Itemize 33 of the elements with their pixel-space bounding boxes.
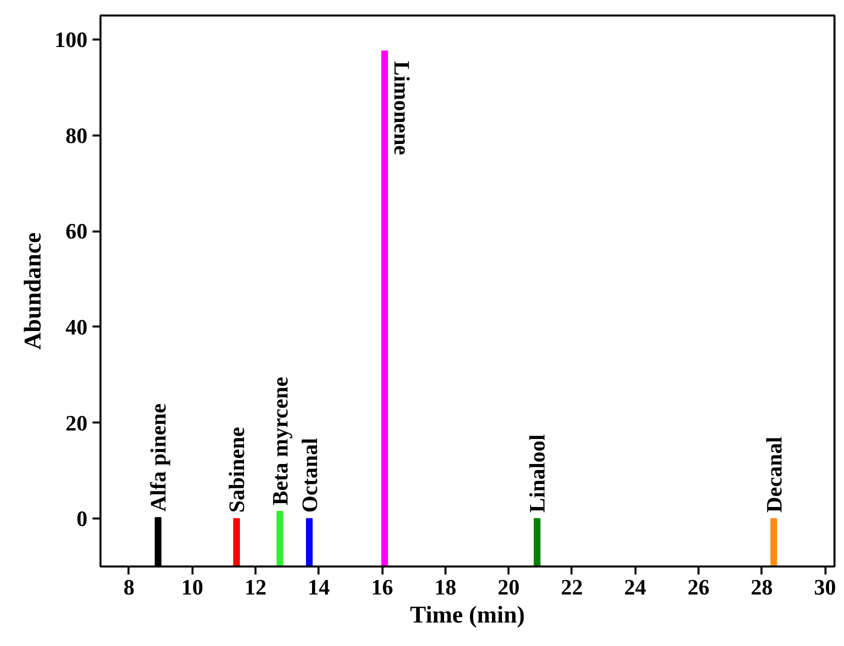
bar <box>534 518 540 566</box>
annotation: Beta myrcene <box>267 376 292 506</box>
x-tick-label: 20 <box>498 574 520 600</box>
bar <box>770 518 778 566</box>
x-tick-label: 22 <box>560 574 583 600</box>
x-tick-label: 18 <box>434 574 456 600</box>
x-tick-label: 10 <box>181 574 204 600</box>
annotation: Limonene <box>390 60 415 156</box>
x-tick-label: 30 <box>814 574 836 600</box>
annotation: Octanal <box>296 438 322 513</box>
x-tick-label: 14 <box>308 574 330 600</box>
bar <box>381 50 388 566</box>
x-tick-label: 8 <box>123 574 134 600</box>
x-tick-label: 24 <box>624 574 646 600</box>
y-tick-label: 40 <box>66 314 88 340</box>
x-tick-label: 28 <box>750 574 773 600</box>
y-tick-label: 100 <box>54 26 88 52</box>
y-axis-title: Abundance <box>20 232 46 350</box>
y-tick-label: 0 <box>76 506 88 532</box>
bar <box>306 518 313 566</box>
x-tick-label: 16 <box>371 574 394 600</box>
x-tick-label: 12 <box>244 574 267 600</box>
y-tick-label: 20 <box>66 410 88 436</box>
bar <box>276 510 284 566</box>
y-tick-label: 80 <box>66 122 88 148</box>
x-axis-title: Time (min) <box>410 602 525 628</box>
bar <box>233 518 240 566</box>
x-tick-label: 26 <box>687 574 710 600</box>
annotation: Alfa pinene <box>146 403 171 512</box>
annotation: Decanal <box>761 436 786 513</box>
annotation: Sabinene <box>224 426 250 513</box>
annotation: Linalool <box>524 434 550 513</box>
y-tick-label: 60 <box>66 218 88 244</box>
